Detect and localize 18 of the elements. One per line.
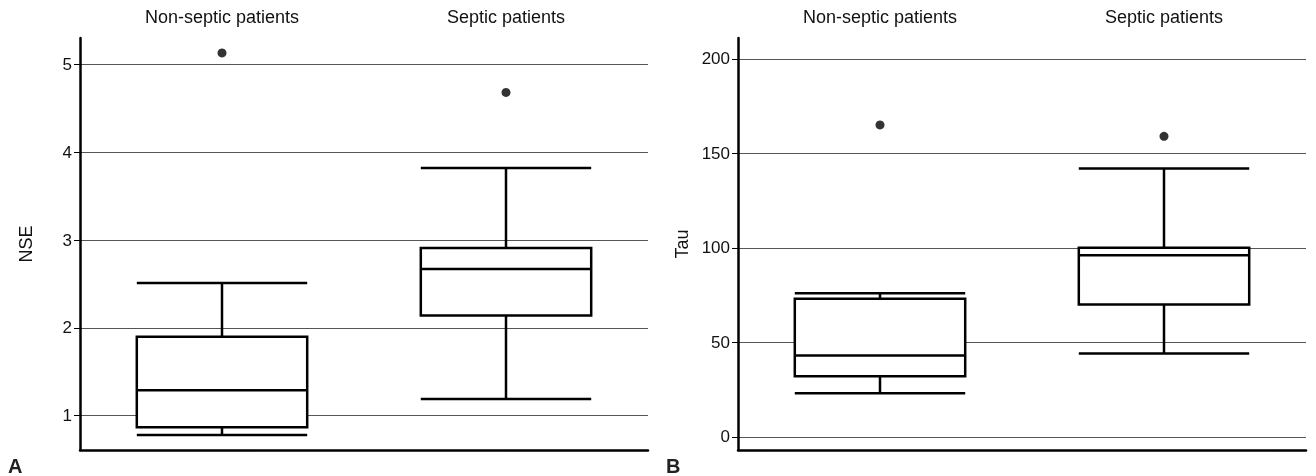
x-tick-label: Non-septic patients bbox=[802, 7, 958, 27]
y-axis-title: NSE bbox=[16, 225, 36, 263]
x-tick-label: Non-septic patients bbox=[144, 7, 300, 27]
y-tick-label: 2 bbox=[62, 318, 72, 338]
text: A bbox=[8, 455, 23, 476]
y-tick-label: 50 bbox=[711, 332, 730, 352]
y-tick-label: 100 bbox=[701, 238, 730, 258]
x-tick-label: Septic patients bbox=[446, 7, 566, 27]
y-tick-label: 3 bbox=[62, 230, 72, 250]
text: B bbox=[666, 455, 681, 476]
y-tick-label: 0 bbox=[720, 427, 730, 447]
y-axis-title: Tau bbox=[671, 229, 692, 259]
x-tick-label: Septic patients bbox=[1104, 7, 1224, 27]
y-tick-label: 200 bbox=[701, 49, 730, 69]
y-tick-label: 1 bbox=[62, 406, 72, 426]
y-tick-label: 4 bbox=[62, 142, 72, 162]
y-tick-label: 5 bbox=[62, 54, 72, 74]
y-tick-label: 150 bbox=[701, 143, 730, 163]
